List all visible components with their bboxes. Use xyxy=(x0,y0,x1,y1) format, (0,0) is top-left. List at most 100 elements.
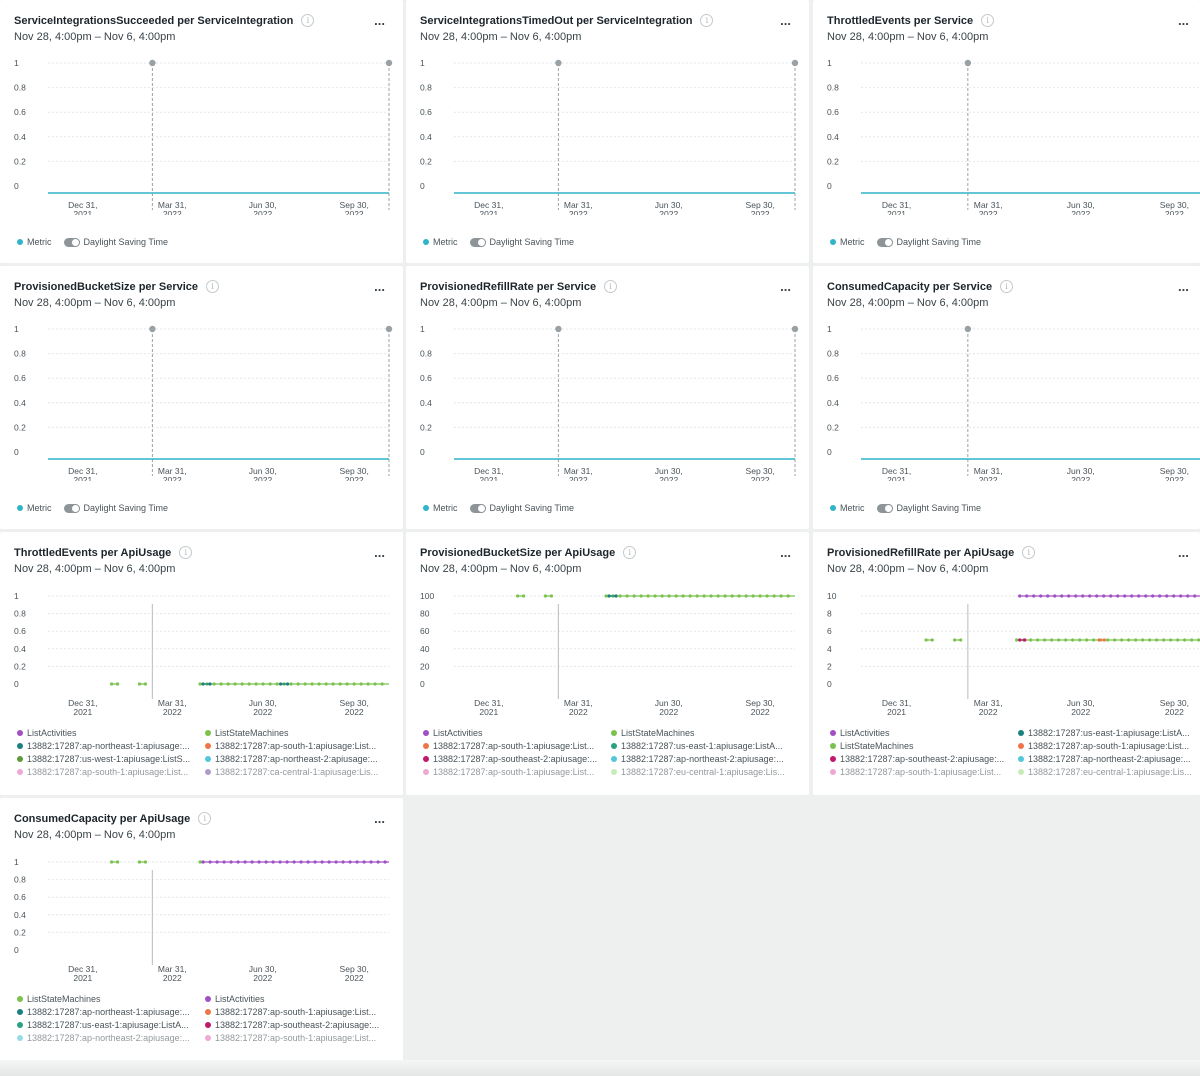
data-point[interactable] xyxy=(625,594,629,598)
data-point[interactable] xyxy=(143,860,148,864)
data-point[interactable] xyxy=(1064,638,1068,642)
legend-item[interactable]: 13882:17287:ap-northeast-2:apiusage:... xyxy=(17,1033,205,1043)
data-point[interactable] xyxy=(362,860,366,864)
dst-marker-dot[interactable] xyxy=(555,59,562,67)
data-point[interactable] xyxy=(243,860,247,864)
data-point[interactable] xyxy=(1023,638,1027,642)
data-point[interactable] xyxy=(730,594,734,598)
legend-item[interactable]: 13882:17287:us-east-1:apiusage:ListA... xyxy=(1018,728,1198,738)
data-point[interactable] xyxy=(521,594,526,598)
dst-marker-dot[interactable] xyxy=(149,325,156,333)
data-point[interactable] xyxy=(1039,594,1043,598)
data-point[interactable] xyxy=(366,682,370,686)
more-options-button[interactable]: ... xyxy=(1178,13,1189,28)
data-point[interactable] xyxy=(1162,638,1166,642)
data-point[interactable] xyxy=(373,682,377,686)
data-point[interactable] xyxy=(1102,638,1106,642)
legend-label[interactable]: Metric xyxy=(27,237,52,247)
data-point[interactable] xyxy=(1057,638,1061,642)
data-point[interactable] xyxy=(702,594,706,598)
info-icon[interactable]: i xyxy=(1022,546,1036,559)
dst-marker-dot[interactable] xyxy=(964,325,972,333)
legend-item[interactable]: ListActivities xyxy=(205,994,385,1004)
data-point[interactable] xyxy=(1032,594,1036,598)
data-point[interactable] xyxy=(359,682,363,686)
legend-item[interactable]: ListActivities xyxy=(423,728,611,738)
data-point[interactable] xyxy=(1123,594,1127,598)
data-point[interactable] xyxy=(751,594,755,598)
legend-item[interactable]: 13882:17287:us-west-1:apiusage:ListS... xyxy=(17,754,205,764)
data-point[interactable] xyxy=(604,594,608,598)
data-point[interactable] xyxy=(786,594,790,598)
data-point[interactable] xyxy=(278,860,282,864)
data-point[interactable] xyxy=(264,860,268,864)
more-options-button[interactable]: ... xyxy=(780,13,791,28)
data-point[interactable] xyxy=(1088,594,1092,598)
data-point[interactable] xyxy=(285,682,290,686)
data-point[interactable] xyxy=(959,638,963,642)
legend-item[interactable]: 13882:17287:ap-south-1:apiusage:List... xyxy=(1018,741,1198,751)
data-point[interactable] xyxy=(1053,594,1057,598)
legend-item[interactable]: 13882:17287:ap-south-1:apiusage:List... xyxy=(205,1007,385,1017)
data-point[interactable] xyxy=(110,860,114,864)
data-point[interactable] xyxy=(1025,594,1029,598)
legend-item[interactable]: ListStateMachines xyxy=(17,994,205,1004)
legend-label[interactable]: Metric xyxy=(840,237,865,247)
data-point[interactable] xyxy=(723,594,727,598)
dst-marker-dot[interactable] xyxy=(385,59,393,67)
legend-item[interactable]: 13882:17287:eu-central-1:apiusage:Lis... xyxy=(1018,767,1198,777)
data-point[interactable] xyxy=(1081,594,1085,598)
data-point[interactable] xyxy=(352,682,356,686)
data-point[interactable] xyxy=(348,860,352,864)
info-icon[interactable]: i xyxy=(206,280,220,293)
data-point[interactable] xyxy=(1095,594,1099,598)
data-point[interactable] xyxy=(341,860,345,864)
data-point[interactable] xyxy=(709,594,713,598)
data-point[interactable] xyxy=(1067,594,1071,598)
legend-item[interactable]: 13882:17287:ap-south-1:apiusage:List... xyxy=(423,767,611,777)
legend-item[interactable]: 13882:17287:ap-southeast-2:apiusage:... xyxy=(830,754,1018,764)
legend-item[interactable]: 13882:17287:ap-south-1:apiusage:List... xyxy=(17,767,205,777)
data-point[interactable] xyxy=(1015,638,1019,642)
data-point[interactable] xyxy=(1018,594,1022,598)
data-point[interactable] xyxy=(215,860,219,864)
data-point[interactable] xyxy=(219,682,223,686)
data-point[interactable] xyxy=(1116,594,1120,598)
data-point[interactable] xyxy=(660,594,664,598)
data-point[interactable] xyxy=(765,594,769,598)
data-point[interactable] xyxy=(310,682,314,686)
info-icon[interactable]: i xyxy=(981,14,995,27)
info-icon[interactable]: i xyxy=(1000,280,1014,293)
legend-item[interactable]: 13882:17287:ap-south-1:apiusage:List... xyxy=(830,767,1018,777)
data-point[interactable] xyxy=(1186,594,1190,598)
info-icon[interactable]: i xyxy=(301,14,315,27)
info-icon[interactable]: i xyxy=(198,812,212,825)
legend-item[interactable]: 13882:17287:us-east-1:apiusage:ListA... xyxy=(611,741,791,751)
more-options-button[interactable]: ... xyxy=(374,279,385,294)
data-point[interactable] xyxy=(271,860,275,864)
info-icon[interactable]: i xyxy=(604,280,618,293)
legend-item[interactable]: 13882:17287:ap-south-1:apiusage:List... xyxy=(205,741,385,751)
data-point[interactable] xyxy=(226,682,230,686)
dst-toggle[interactable] xyxy=(63,503,80,513)
legend-item[interactable]: 13882:17287:ap-northeast-2:apiusage:... xyxy=(1018,754,1198,764)
data-point[interactable] xyxy=(1085,638,1089,642)
data-point[interactable] xyxy=(1169,638,1173,642)
data-point[interactable] xyxy=(320,860,324,864)
legend-item[interactable]: 13882:17287:ap-northeast-1:apiusage:... xyxy=(17,741,205,751)
info-icon[interactable]: i xyxy=(700,14,714,27)
dst-marker-dot[interactable] xyxy=(791,59,799,67)
dst-toggle[interactable] xyxy=(469,237,486,247)
data-point[interactable] xyxy=(257,860,261,864)
data-point[interactable] xyxy=(110,682,114,686)
more-options-button[interactable]: ... xyxy=(374,545,385,560)
data-point[interactable] xyxy=(279,682,283,686)
data-point[interactable] xyxy=(1155,638,1159,642)
legend-item[interactable]: 13882:17287:ap-south-1:apiusage:List... xyxy=(205,1033,385,1043)
data-point[interactable] xyxy=(695,594,699,598)
data-point[interactable] xyxy=(667,594,671,598)
data-point[interactable] xyxy=(772,594,776,598)
more-options-button[interactable]: ... xyxy=(374,13,385,28)
dst-toggle[interactable] xyxy=(876,503,893,513)
data-point[interactable] xyxy=(137,860,142,864)
